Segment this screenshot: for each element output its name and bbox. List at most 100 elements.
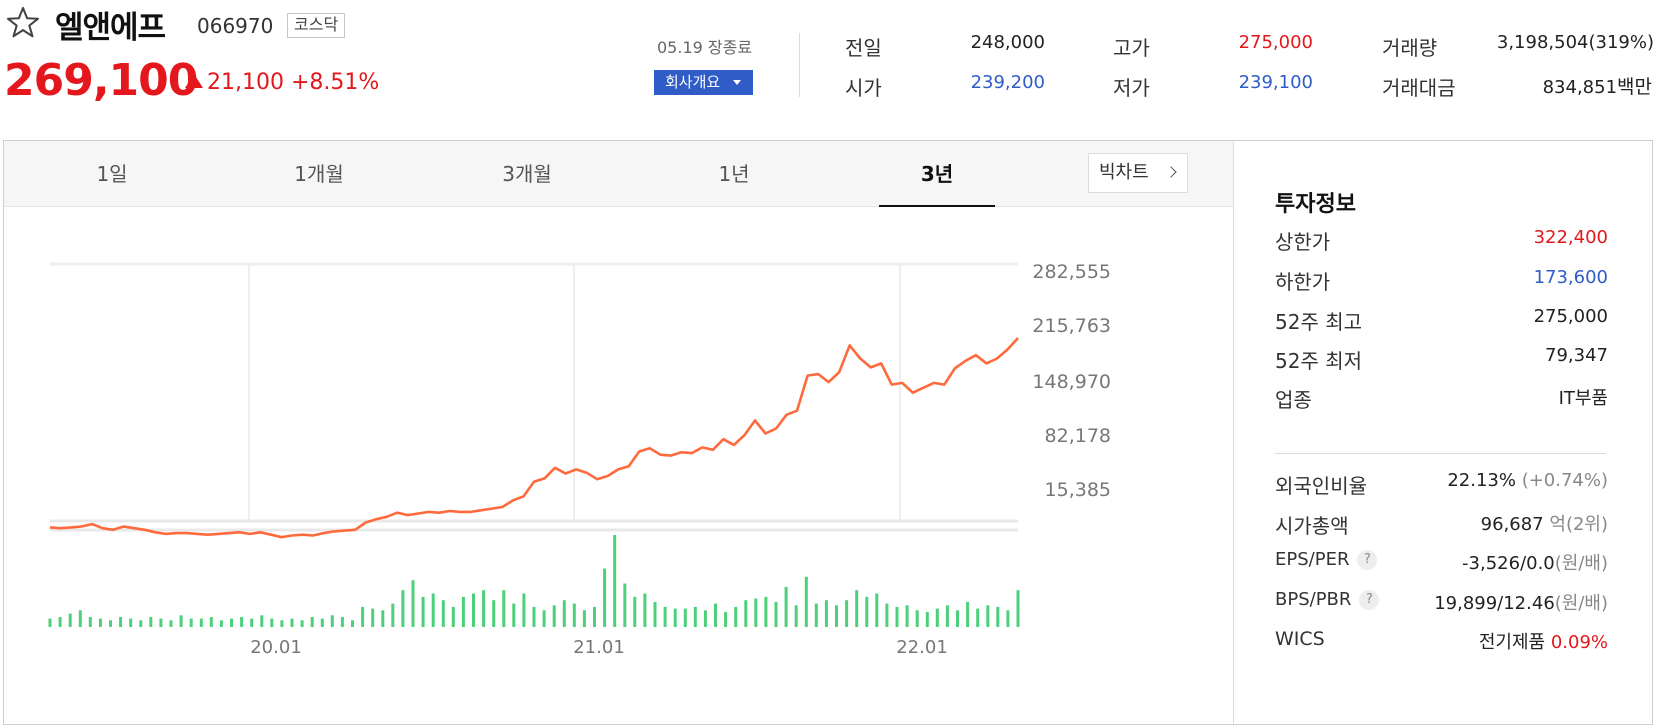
industry-value[interactable]: IT부품 — [1558, 388, 1608, 409]
volume-bar — [381, 610, 385, 627]
upper-limit-label: 상한가 — [1275, 230, 1331, 254]
volume-bar — [714, 603, 717, 627]
company-overview-button[interactable]: 회사개요 — [654, 70, 753, 95]
volume-bar — [875, 593, 879, 627]
volume-bar — [764, 596, 768, 627]
volume-bar — [925, 611, 929, 627]
tab-1y[interactable]: 1년 — [718, 162, 750, 186]
price-change: 21,100 — [185, 70, 284, 95]
bps-pbr-label: BPS/PBR? — [1275, 589, 1380, 610]
price-line — [49, 337, 1019, 539]
current-price: 269,100 — [4, 55, 198, 106]
volume-bar — [784, 586, 788, 627]
chart-panel: 1일 1개월 3개월 1년 3년 빅차트 282,555 215,763 148,9… — [3, 140, 1653, 725]
low52-label: 52주 최저 — [1275, 349, 1363, 373]
volume-bar — [310, 617, 314, 627]
volume-bar — [915, 610, 919, 627]
upper-limit-value: 322,400 — [1533, 227, 1608, 248]
divider — [1275, 453, 1606, 454]
volume-bar — [673, 608, 677, 627]
stock-code: 066970 — [197, 14, 274, 38]
volume-bar — [240, 617, 244, 627]
volume-bar — [774, 601, 778, 627]
volume-bar — [159, 618, 163, 627]
volume-bar — [179, 615, 183, 627]
tab-3m[interactable]: 3개월 — [502, 162, 552, 186]
volume-bar — [552, 605, 556, 627]
foreign-ratio-change: (+0.74%) — [1521, 470, 1608, 491]
tab-3y[interactable]: 3년 — [879, 141, 995, 207]
volume-bar — [603, 568, 607, 627]
volume-label: 거래량 — [1382, 36, 1438, 60]
market-badge: 코스닥 — [287, 13, 346, 38]
volume-bar — [905, 605, 909, 627]
volume-bar — [441, 600, 445, 627]
big-chart-button[interactable]: 빅차트 — [1088, 153, 1188, 193]
volume-bar — [290, 618, 294, 627]
volume-bar — [209, 617, 213, 627]
market-cap-rank: (2위) — [1565, 514, 1608, 535]
volume-bar — [169, 620, 173, 627]
eps-per-text: EPS/PER — [1275, 549, 1350, 570]
volume-bar — [935, 608, 939, 627]
eps-per-label: EPS/PER? — [1275, 549, 1378, 570]
volume-bar — [794, 605, 798, 627]
low-value: 239,100 — [1238, 72, 1313, 93]
bps-pbr-number: 19,899/12.46 — [1434, 593, 1555, 614]
industry-label: 업종 — [1275, 388, 1312, 412]
star-outline-icon[interactable] — [4, 4, 42, 42]
volume-bar — [109, 620, 112, 627]
volume-bar — [703, 610, 707, 627]
open-label: 시가 — [845, 76, 882, 100]
bps-pbr-value: 19,899/12.46(원/배) — [1434, 589, 1608, 615]
stock-header: 엘앤에프 066970 코스닥 269,100 21,100 +8.51% 05… — [0, 0, 1656, 130]
wics-value[interactable]: 전기제품 0.09% — [1479, 628, 1608, 654]
volume-bar — [643, 593, 647, 627]
volume-bar — [361, 606, 365, 627]
volume-bar — [461, 596, 465, 627]
tab-1d[interactable]: 1일 — [96, 162, 128, 186]
volume-bar — [895, 606, 899, 627]
volume-bar — [623, 583, 627, 627]
eps-per-unit: (원/배) — [1554, 553, 1608, 574]
panel-divider — [1233, 141, 1234, 724]
volume-bar — [340, 617, 344, 627]
volume-bar — [542, 610, 546, 627]
help-icon[interactable]: ? — [1357, 550, 1378, 570]
volume-bar — [855, 590, 859, 627]
x-tick-label: 22.01 — [896, 637, 948, 658]
volume-bar — [1006, 610, 1010, 627]
caret-down-icon — [733, 80, 741, 85]
volume-bar — [472, 593, 475, 627]
lower-limit-label: 하한가 — [1275, 270, 1331, 294]
volume-bar — [754, 598, 758, 627]
volume-bar — [78, 610, 82, 627]
triangle-up-icon — [185, 74, 203, 88]
volume-bar — [986, 605, 990, 627]
volume-bar — [431, 593, 435, 627]
lower-limit-value: 173,600 — [1533, 267, 1608, 288]
price-change-pct: +8.51% — [291, 70, 380, 95]
volume-bar — [824, 600, 828, 627]
amount-value: 834,851백만 — [1543, 72, 1652, 99]
volume-bar — [320, 618, 324, 627]
volume-bar — [280, 620, 284, 627]
wics-label: WICS — [1275, 628, 1325, 650]
divider — [799, 33, 800, 97]
price-chart[interactable]: 282,555 215,763 148,970 82,178 15,385 20.01 2… — [4, 207, 1233, 724]
help-icon[interactable]: ? — [1359, 590, 1380, 610]
volume-bar — [945, 605, 949, 627]
volume-bar — [149, 617, 153, 627]
volume-bar — [502, 590, 506, 627]
market-cap-unit: 억 — [1549, 514, 1566, 535]
volume-bar — [845, 600, 849, 627]
volume-bar — [996, 606, 1000, 627]
wics-sector: 전기제품 — [1478, 632, 1546, 653]
volume-bar — [532, 606, 536, 627]
volume-bar — [976, 608, 980, 627]
tab-1m[interactable]: 1개월 — [294, 162, 344, 186]
prev-close-label: 전일 — [845, 36, 882, 60]
volume-bar — [98, 618, 102, 627]
volume-bar — [260, 615, 264, 627]
volume-bar — [482, 590, 486, 627]
